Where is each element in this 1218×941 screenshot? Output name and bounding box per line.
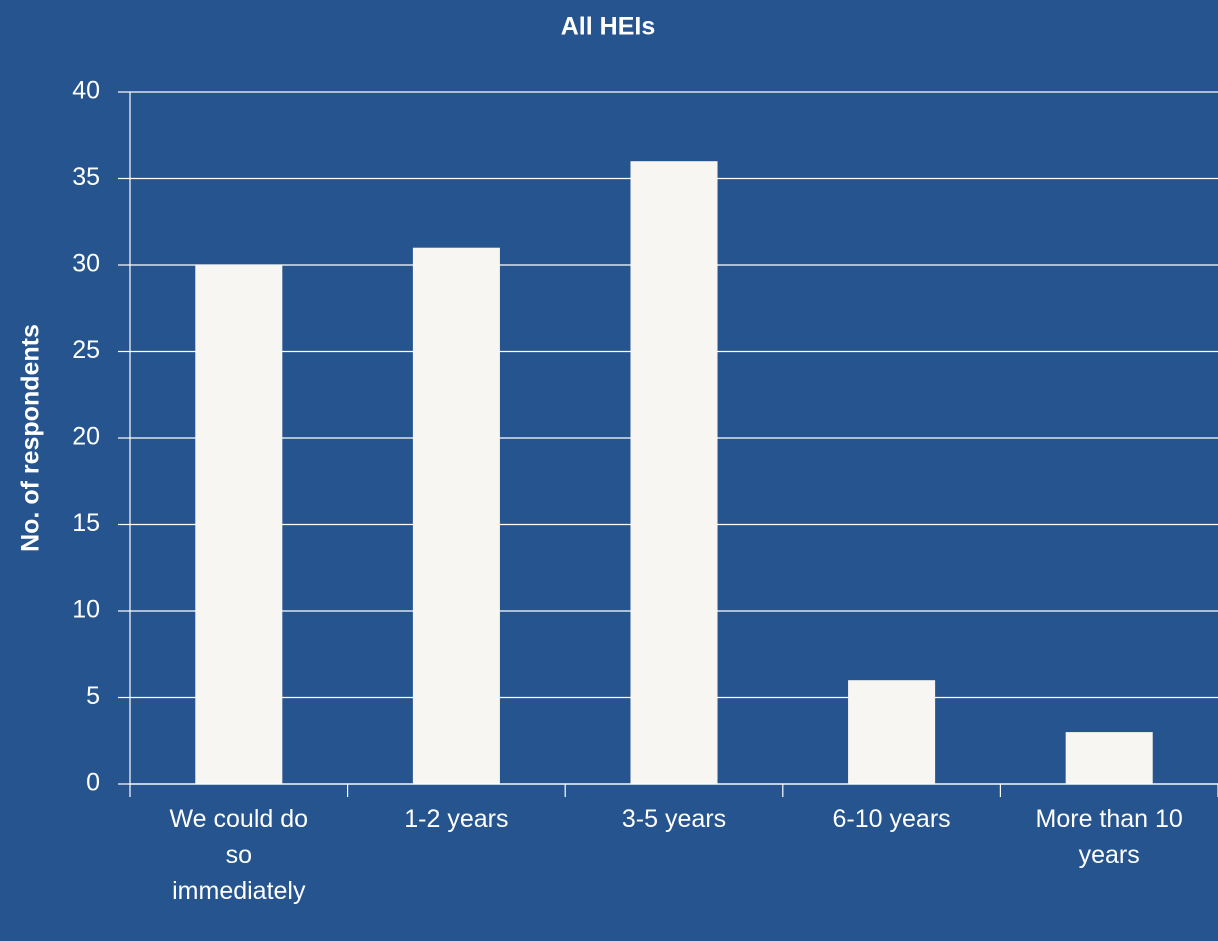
y-axis-label: No. of respondents	[17, 324, 45, 552]
bar	[848, 680, 936, 784]
y-tick-label: 10	[72, 596, 100, 624]
y-tick-label: 20	[72, 423, 100, 451]
bar	[630, 161, 718, 784]
y-tick-label: 15	[72, 509, 100, 537]
x-tick-label: 3-5 years	[621, 805, 727, 833]
y-tick-label: 0	[86, 769, 100, 797]
bar	[412, 247, 500, 784]
x-tick-label: 6-10 years	[832, 805, 951, 833]
y-tick-label: 35	[72, 163, 100, 191]
bar	[1065, 732, 1153, 784]
y-tick-label: 30	[72, 250, 100, 278]
x-tick-label: 1-2 years	[404, 805, 509, 833]
y-tick-label: 40	[72, 77, 100, 105]
x-tick-label: We could do so immediately	[169, 805, 309, 905]
chart-title: All HEIs	[561, 13, 655, 41]
x-tick-label: More than 10 years	[1035, 805, 1183, 869]
bar	[195, 265, 283, 784]
y-tick-label: 5	[86, 682, 100, 710]
y-tick-label: 25	[72, 336, 100, 364]
